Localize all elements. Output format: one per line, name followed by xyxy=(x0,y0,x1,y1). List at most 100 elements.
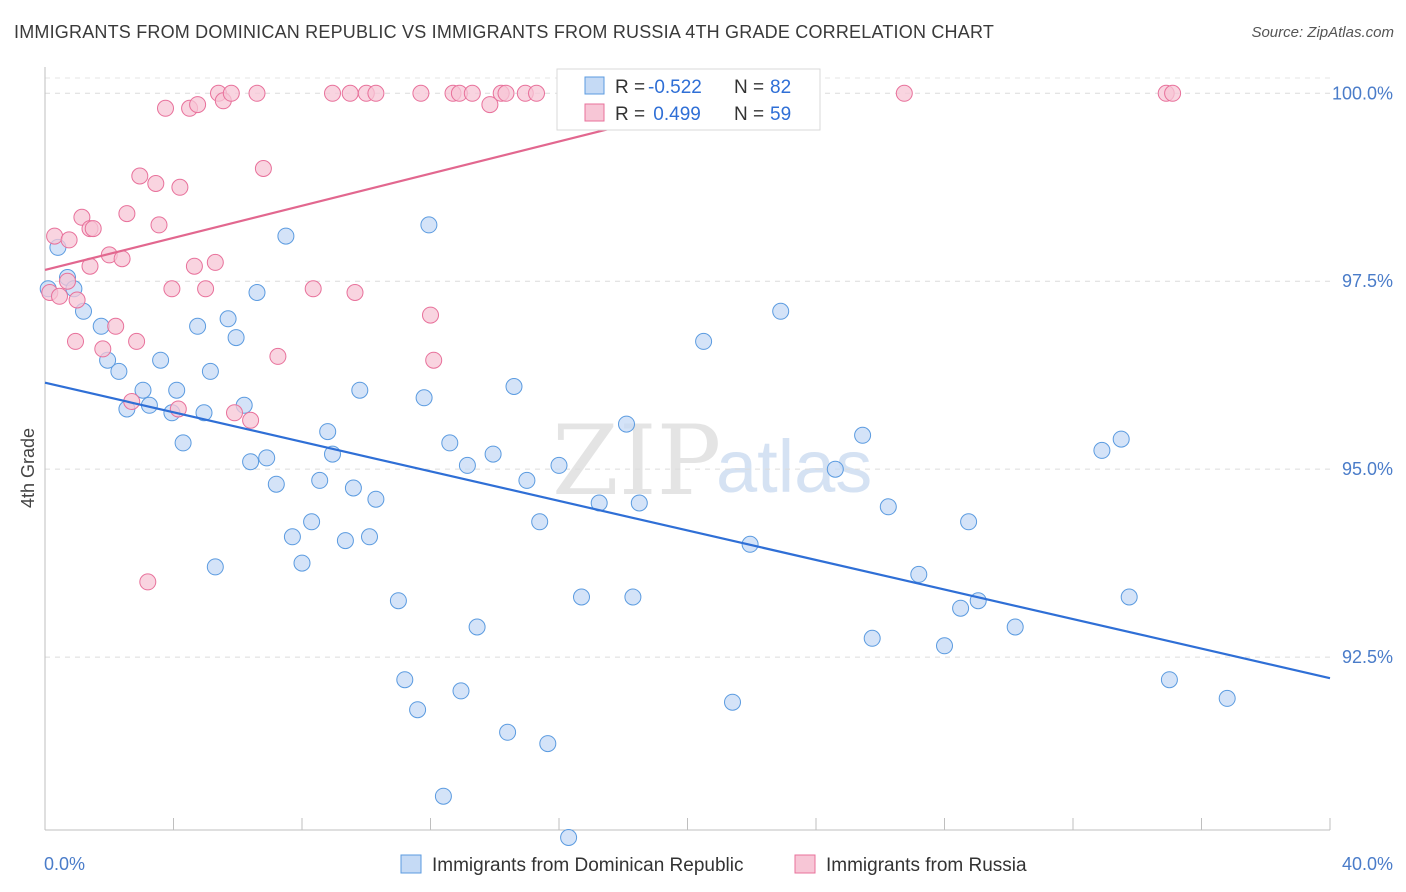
point-dominican-64 xyxy=(772,302,790,320)
point-dominican-74 xyxy=(1006,618,1024,636)
point-dominican-29 xyxy=(303,513,321,531)
point-dominican-77 xyxy=(1120,588,1138,606)
point-russia-18 xyxy=(131,167,149,185)
point-russia-40 xyxy=(324,84,341,102)
point-dominican-23 xyxy=(248,284,266,301)
point-dominican-45 xyxy=(452,682,470,700)
point-dominican-58 xyxy=(618,415,635,433)
point-russia-27 xyxy=(185,257,203,275)
point-dominican-53 xyxy=(539,735,557,753)
point-russia-58 xyxy=(1164,84,1182,102)
point-dominican-11 xyxy=(152,351,170,369)
point-dominican-46 xyxy=(458,456,476,474)
point-dominican-9 xyxy=(134,381,152,399)
legend-r-label-2: R = xyxy=(615,104,645,125)
axes xyxy=(44,67,1331,831)
point-russia-29 xyxy=(197,280,215,298)
point-russia-5 xyxy=(67,332,84,350)
point-russia-11 xyxy=(94,340,112,358)
point-dominican-48 xyxy=(484,445,502,463)
series-legend: Immigrants from Dominican Republic Immig… xyxy=(400,854,1027,876)
point-dominican-62 xyxy=(724,693,741,711)
point-dominican-36 xyxy=(361,528,378,546)
chart-title: IMMIGRANTS FROM DOMINICAN REPUBLIC VS IM… xyxy=(14,22,995,42)
y-tick-label-2: 97.5% xyxy=(1342,271,1393,291)
point-russia-45 xyxy=(412,84,430,102)
point-dominican-78 xyxy=(1160,671,1178,689)
point-dominican-75 xyxy=(1093,441,1111,459)
watermark-atlas: atlas xyxy=(716,425,872,508)
point-russia-38 xyxy=(269,347,287,365)
point-russia-41 xyxy=(341,84,359,102)
point-dominican-66 xyxy=(854,426,872,444)
point-russia-46 xyxy=(422,306,439,324)
point-dominican-34 xyxy=(344,479,362,497)
point-russia-15 xyxy=(118,205,136,223)
point-dominican-26 xyxy=(277,227,295,245)
point-russia-1 xyxy=(46,227,64,245)
point-russia-47 xyxy=(425,351,443,369)
point-dominican-35 xyxy=(351,381,369,399)
legend-n-label-2: N = xyxy=(734,104,764,125)
point-russia-25 xyxy=(171,178,189,196)
y-tick-label-1: 95.0% xyxy=(1342,459,1393,479)
point-dominican-40 xyxy=(409,701,427,719)
point-dominican-69 xyxy=(910,565,928,583)
point-dominican-61 xyxy=(695,332,713,350)
point-russia-13 xyxy=(107,317,125,335)
point-dominican-55 xyxy=(560,829,578,846)
point-dominican-43 xyxy=(434,787,452,805)
y-tick-label-3: 100.0% xyxy=(1332,83,1393,103)
tick-labels: 92.5% 95.0% 97.5% 100.0% 0.0% 40.0% xyxy=(44,83,1393,874)
point-dominican-52 xyxy=(531,513,549,531)
y-tick-label-0: 92.5% xyxy=(1342,647,1393,667)
point-dominican-31 xyxy=(319,423,337,441)
bottom-legend-swatch-pink xyxy=(794,854,816,874)
point-dominican-16 xyxy=(195,404,213,422)
point-russia-20 xyxy=(147,175,165,192)
point-dominican-7 xyxy=(110,362,128,380)
point-dominican-59 xyxy=(624,588,642,606)
point-dominican-41 xyxy=(415,389,433,407)
bottom-legend-label-russia: Immigrants from Russia xyxy=(826,855,1027,876)
series-russia-points xyxy=(41,84,1182,591)
bottom-legend-label-dominican: Immigrants from Dominican Republic xyxy=(432,855,744,876)
point-dominican-15 xyxy=(189,317,207,335)
gridlines xyxy=(45,77,1330,658)
point-russia-21 xyxy=(150,216,168,234)
point-russia-35 xyxy=(242,411,260,429)
point-dominican-13 xyxy=(168,381,186,399)
point-russia-42 xyxy=(346,284,364,301)
point-dominican-20 xyxy=(227,329,245,347)
point-russia-39 xyxy=(304,280,322,298)
point-russia-37 xyxy=(254,160,272,177)
point-dominican-30 xyxy=(311,471,329,489)
point-russia-6 xyxy=(68,291,86,309)
point-russia-34 xyxy=(226,404,243,422)
point-russia-22 xyxy=(157,99,174,117)
point-russia-23 xyxy=(163,280,181,298)
legend-n-label-1: N = xyxy=(734,77,764,98)
point-russia-10 xyxy=(84,220,102,238)
point-dominican-25 xyxy=(267,475,285,493)
point-russia-2 xyxy=(51,287,68,305)
point-dominican-5 xyxy=(92,317,110,335)
point-russia-19 xyxy=(139,573,157,591)
point-dominican-39 xyxy=(396,671,414,689)
point-dominican-24 xyxy=(258,449,276,467)
point-dominican-33 xyxy=(336,532,354,550)
point-russia-30 xyxy=(206,253,224,271)
legend-swatch-pink xyxy=(584,103,605,122)
legend-r-value-1: -0.522 xyxy=(648,77,702,98)
point-dominican-50 xyxy=(505,378,523,395)
point-russia-56 xyxy=(895,84,913,102)
point-dominican-19 xyxy=(219,310,237,328)
legend-r-value-2: 0.499 xyxy=(648,104,701,125)
point-dominican-44 xyxy=(441,434,459,452)
point-dominican-65 xyxy=(826,460,844,478)
source-label: Source: ZipAtlas.com xyxy=(1251,24,1394,41)
point-russia-55 xyxy=(528,84,545,102)
point-russia-28 xyxy=(189,96,207,114)
point-dominican-18 xyxy=(206,558,224,576)
